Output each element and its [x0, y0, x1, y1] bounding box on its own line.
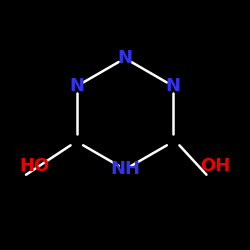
Text: HO: HO	[20, 157, 50, 175]
Text: OH: OH	[200, 157, 230, 175]
Text: NH: NH	[110, 160, 140, 178]
Text: N: N	[118, 49, 132, 67]
Text: N: N	[70, 77, 84, 95]
Text: N: N	[166, 77, 180, 95]
